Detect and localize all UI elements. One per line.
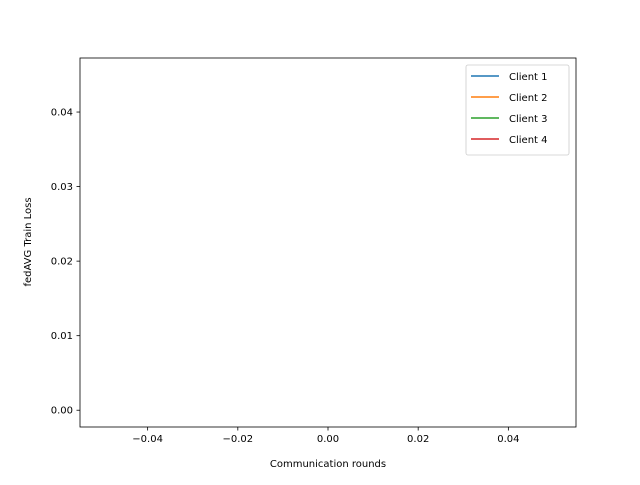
x-tick-label: −0.04 — [132, 434, 163, 445]
y-tick-label: 0.02 — [51, 257, 73, 268]
y-axis-ticks: 0.00 0.01 0.02 0.03 0.04 — [51, 108, 80, 417]
legend-box — [465, 64, 570, 156]
legend-entry-2: Client 2 — [509, 93, 548, 104]
x-tick-label: 0.00 — [317, 434, 339, 445]
legend: Client 1 Client 2 Client 3 Client 4 — [465, 64, 570, 156]
x-axis-ticks: −0.04 −0.02 0.00 0.02 0.04 — [132, 427, 519, 445]
legend-entry-1: Client 1 — [509, 72, 548, 83]
y-tick-label: 0.04 — [51, 108, 73, 119]
y-axis-label: fedAVG Train Loss — [23, 197, 34, 286]
x-tick-label: 0.02 — [407, 434, 429, 445]
legend-entry-4: Client 4 — [509, 135, 548, 146]
x-axis-label: Communication rounds — [270, 459, 386, 470]
x-tick-label: −0.02 — [222, 434, 253, 445]
y-tick-label: 0.03 — [51, 182, 73, 193]
legend-entry-3: Client 3 — [509, 114, 548, 125]
y-tick-label: 0.01 — [51, 331, 73, 342]
y-tick-label: 0.00 — [51, 406, 73, 417]
x-tick-label: 0.04 — [497, 434, 519, 445]
